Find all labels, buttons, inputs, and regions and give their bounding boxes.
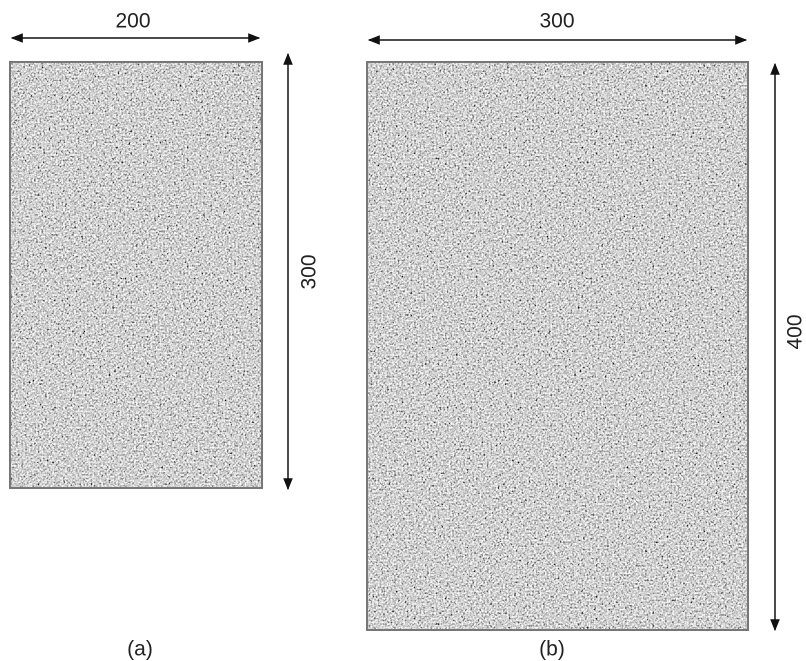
diagram: 200 300 (a) 300 400 (b): [0, 0, 806, 661]
width-label: 200: [115, 10, 150, 33]
panel-label: (b): [539, 638, 565, 661]
width-label: 300: [539, 10, 574, 33]
height-label: 400: [784, 314, 806, 349]
panel-b: 300 400 (b): [367, 10, 806, 661]
panel-label: (a): [127, 638, 153, 661]
page: 200 300 (a) 300 400 (b) (() => { const d…: [0, 0, 806, 661]
specimen-texture: [10, 62, 262, 488]
height-label: 300: [298, 254, 321, 289]
panel-a: 200 300 (a): [10, 10, 321, 661]
specimen-texture: [367, 62, 748, 630]
